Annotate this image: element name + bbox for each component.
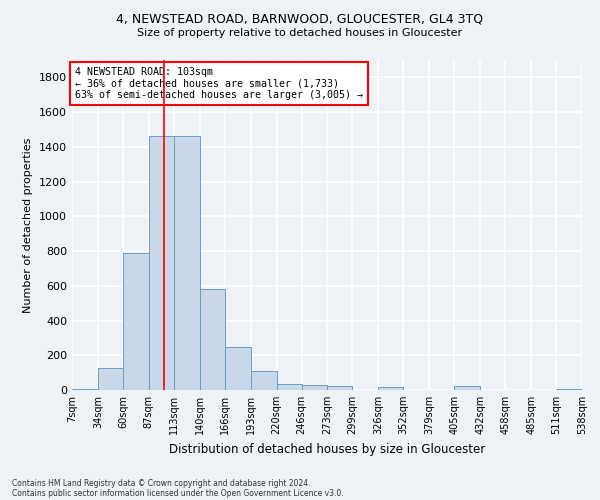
Bar — [72, 389, 98, 390]
Bar — [379, 388, 403, 390]
Bar — [454, 386, 480, 390]
Y-axis label: Number of detached properties: Number of detached properties — [23, 138, 34, 312]
Text: Contains HM Land Registry data © Crown copyright and database right 2024.: Contains HM Land Registry data © Crown c… — [12, 478, 311, 488]
Bar — [225, 348, 251, 390]
Bar — [302, 385, 328, 390]
Text: Contains public sector information licensed under the Open Government Licence v3: Contains public sector information licen… — [12, 488, 344, 498]
Bar — [251, 371, 277, 390]
Bar — [200, 290, 225, 390]
Text: Size of property relative to detached houses in Gloucester: Size of property relative to detached ho… — [137, 28, 463, 38]
Bar — [149, 136, 174, 390]
Text: 4 NEWSTEAD ROAD: 103sqm
← 36% of detached houses are smaller (1,733)
63% of semi: 4 NEWSTEAD ROAD: 103sqm ← 36% of detache… — [74, 66, 362, 100]
Text: 4, NEWSTEAD ROAD, BARNWOOD, GLOUCESTER, GL4 3TQ: 4, NEWSTEAD ROAD, BARNWOOD, GLOUCESTER, … — [116, 12, 484, 26]
Bar — [123, 253, 149, 390]
Bar — [277, 384, 302, 390]
Bar — [174, 136, 200, 390]
Bar — [328, 386, 352, 390]
Bar — [98, 368, 123, 390]
Bar — [556, 389, 582, 390]
X-axis label: Distribution of detached houses by size in Gloucester: Distribution of detached houses by size … — [169, 442, 485, 456]
